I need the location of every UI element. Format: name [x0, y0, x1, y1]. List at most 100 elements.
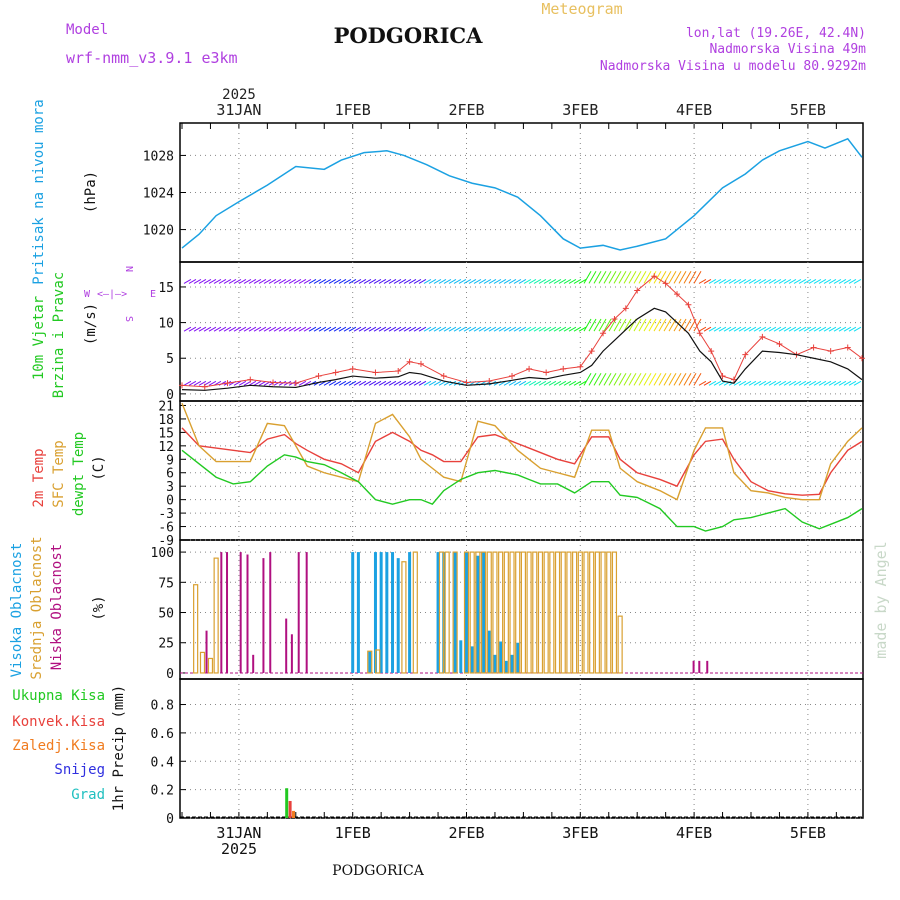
barb-band-lower-tick — [353, 380, 362, 386]
barb-band-middle-tick — [658, 318, 667, 332]
barb-band-upper-tick — [673, 271, 682, 284]
barb-band-lower-tick — [343, 380, 352, 386]
low-cloud-bar — [220, 552, 223, 673]
barb-band-middle-tick — [313, 326, 322, 332]
bottom-date-label: 5FEB — [790, 824, 826, 842]
barb-band-middle-tick — [273, 326, 282, 332]
barb-band-middle-tick — [278, 326, 287, 332]
wind-gust-marker — [543, 369, 550, 376]
mid-cloud-bar — [515, 551, 521, 674]
barb-band-middle-tick — [538, 326, 547, 332]
wind-gust-marker — [708, 348, 715, 355]
barb-band-middle-tick — [693, 318, 702, 332]
mid-cloud-bar — [469, 551, 475, 674]
barb-band-middle-tick — [623, 318, 632, 332]
mid-cloud-bar — [606, 551, 612, 674]
barb-band-lower-tick — [368, 380, 377, 386]
barb-band-lower-tick — [548, 380, 557, 386]
wind-gust-marker — [179, 382, 185, 389]
barb-band-middle-tick — [703, 326, 712, 332]
barb-band-middle-tick — [233, 326, 242, 332]
high-cloud-bar — [493, 654, 497, 673]
barb-band-lower-tick — [568, 380, 577, 386]
barb-band-upper-tick — [473, 278, 482, 284]
barb-band-middle-tick — [228, 326, 237, 332]
mid-cloud-bar — [375, 649, 381, 674]
barb-band-upper-tick — [498, 278, 507, 284]
barb-band-upper-tick — [253, 278, 262, 284]
barb-band-middle-tick — [798, 326, 807, 332]
barb-band-upper-tick — [688, 271, 697, 284]
barb-band-middle-tick — [618, 318, 627, 332]
barb-band-upper-tick — [478, 278, 487, 284]
mid-cloud-bar — [213, 557, 219, 674]
barb-band-upper-tick — [678, 271, 687, 284]
y-tick-label: 9 — [166, 453, 174, 468]
barb-band-upper-tick — [418, 278, 427, 284]
barb-band-middle-tick — [463, 326, 472, 332]
y-tick-label: 10 — [158, 317, 174, 332]
barb-band-middle-tick — [678, 318, 687, 332]
barb-band-lower-tick — [408, 380, 417, 386]
wind-gust-marker — [395, 368, 402, 375]
barb-band-upper-tick — [563, 278, 572, 284]
barb-band-lower-tick — [768, 380, 777, 386]
barb-band-middle-tick — [768, 326, 777, 332]
temp-dew-title: dewpt Temp — [71, 432, 87, 516]
barb-band-middle-tick — [638, 318, 647, 332]
barb-band-upper-tick — [528, 278, 537, 284]
barb-band-lower-tick — [703, 380, 712, 386]
barb-band-upper-tick — [638, 271, 647, 284]
barb-band-upper-tick — [248, 278, 257, 284]
y-tick-label: 1028 — [143, 149, 174, 164]
barb-band-lower-tick — [623, 372, 632, 386]
barb-band-middle-tick — [383, 326, 392, 332]
low-cloud-bar — [226, 552, 229, 673]
legend-total-rain: Ukupna Kisa — [12, 688, 105, 704]
barb-band-lower-tick — [538, 380, 547, 386]
barb-band-lower-tick — [773, 380, 782, 386]
barb-band-middle-tick — [308, 326, 317, 332]
barb-band-middle-tick — [543, 326, 552, 332]
barb-band-lower-tick — [518, 380, 527, 386]
barb-band-middle-tick — [613, 318, 622, 332]
barb-band-upper-tick — [533, 278, 542, 284]
barb-band-lower-tick — [348, 380, 357, 386]
top-date-label: 31JAN — [216, 101, 261, 119]
barb-band-lower-tick — [393, 380, 402, 386]
barb-band-middle-tick — [183, 326, 192, 332]
temp-2m-line — [181, 427, 863, 496]
compass-glyph-row: <–|–> — [97, 289, 127, 300]
barb-band-upper-tick — [518, 278, 527, 284]
barb-band-middle-tick — [413, 326, 422, 332]
barb-band-middle-tick — [478, 326, 487, 332]
wind-gust-marker — [463, 379, 470, 386]
barb-band-lower-tick — [653, 372, 662, 386]
mid-cloud-bar — [486, 551, 492, 674]
high-cloud-bar — [379, 552, 383, 673]
barb-band-middle-tick — [663, 318, 672, 332]
y-tick-label: 0.4 — [151, 755, 175, 770]
wind-gust-marker — [622, 305, 629, 312]
high-cloud-bar — [516, 642, 520, 673]
legend-conv-rain: Konvek.Kisa — [12, 714, 105, 730]
barb-band-lower-tick — [593, 372, 602, 386]
barb-band-lower-tick — [608, 372, 617, 386]
barb-band-middle-tick — [398, 326, 407, 332]
barb-band-middle-tick — [248, 326, 257, 332]
mid-cloud-bar — [537, 551, 544, 674]
barb-band-middle-tick — [748, 326, 757, 332]
barb-band-lower-tick — [553, 380, 562, 386]
barb-band-lower-tick — [743, 380, 752, 386]
barb-band-middle-tick — [643, 318, 652, 332]
barb-band-lower-tick — [753, 380, 762, 386]
barb-band-upper-tick — [463, 278, 472, 284]
mid-cloud-bar — [480, 551, 487, 674]
barb-band-middle-tick — [268, 326, 277, 332]
barb-band-upper-tick — [303, 278, 312, 284]
barb-band-lower-tick — [273, 380, 282, 386]
barb-band-lower-tick — [383, 380, 392, 386]
barb-band-middle-tick — [373, 326, 382, 332]
barb-band-lower-tick — [838, 380, 847, 386]
mid-cloud-bar — [199, 651, 206, 674]
